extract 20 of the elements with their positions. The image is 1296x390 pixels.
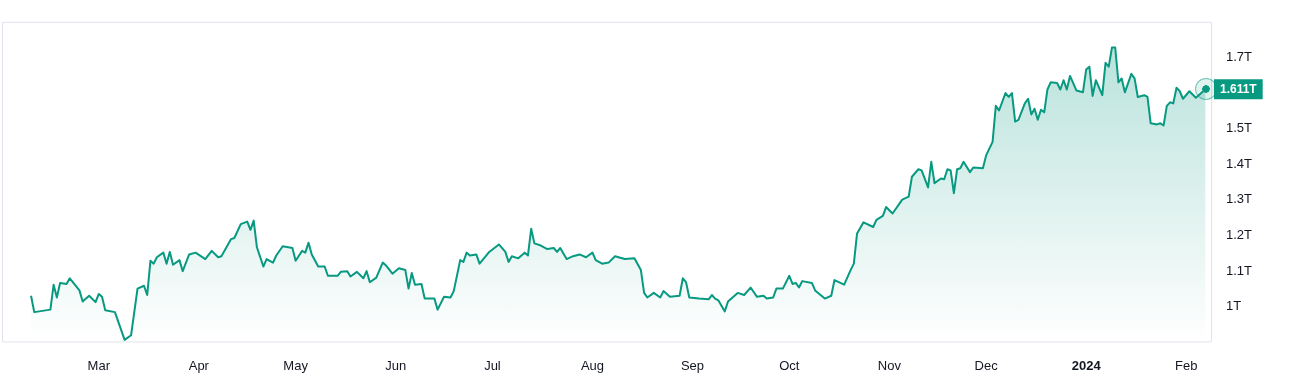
x-tick-label: Sep [680,357,705,373]
y-tick-label: 1.3T [1226,191,1253,207]
y-tick-label: 1.5T [1226,120,1253,136]
x-tick-label: 2024 [1071,357,1102,373]
y-tick-label: 1.1T [1226,262,1253,278]
y-tick-label: 1.4T [1226,155,1253,171]
x-tick-label: Apr [188,357,210,373]
y-tick-label: 1.7T [1226,49,1253,64]
x-tick-label: Jul [484,357,501,373]
x-tick-label: Nov [877,357,902,373]
y-tick-label: 1T [1226,298,1242,314]
annotation: 1.611T [1220,82,1258,97]
x-tick-label: May [283,357,309,373]
x-tick-label: Jun [385,357,407,373]
x-tick-label: Oct [779,357,800,373]
x-tick-label: Aug [580,357,605,373]
x-tick-label: Feb [1174,357,1198,373]
x-tick-label: Dec [974,357,999,373]
x-tick-label: Mar [87,357,111,373]
y-tick-label: 1.2T [1226,227,1253,243]
